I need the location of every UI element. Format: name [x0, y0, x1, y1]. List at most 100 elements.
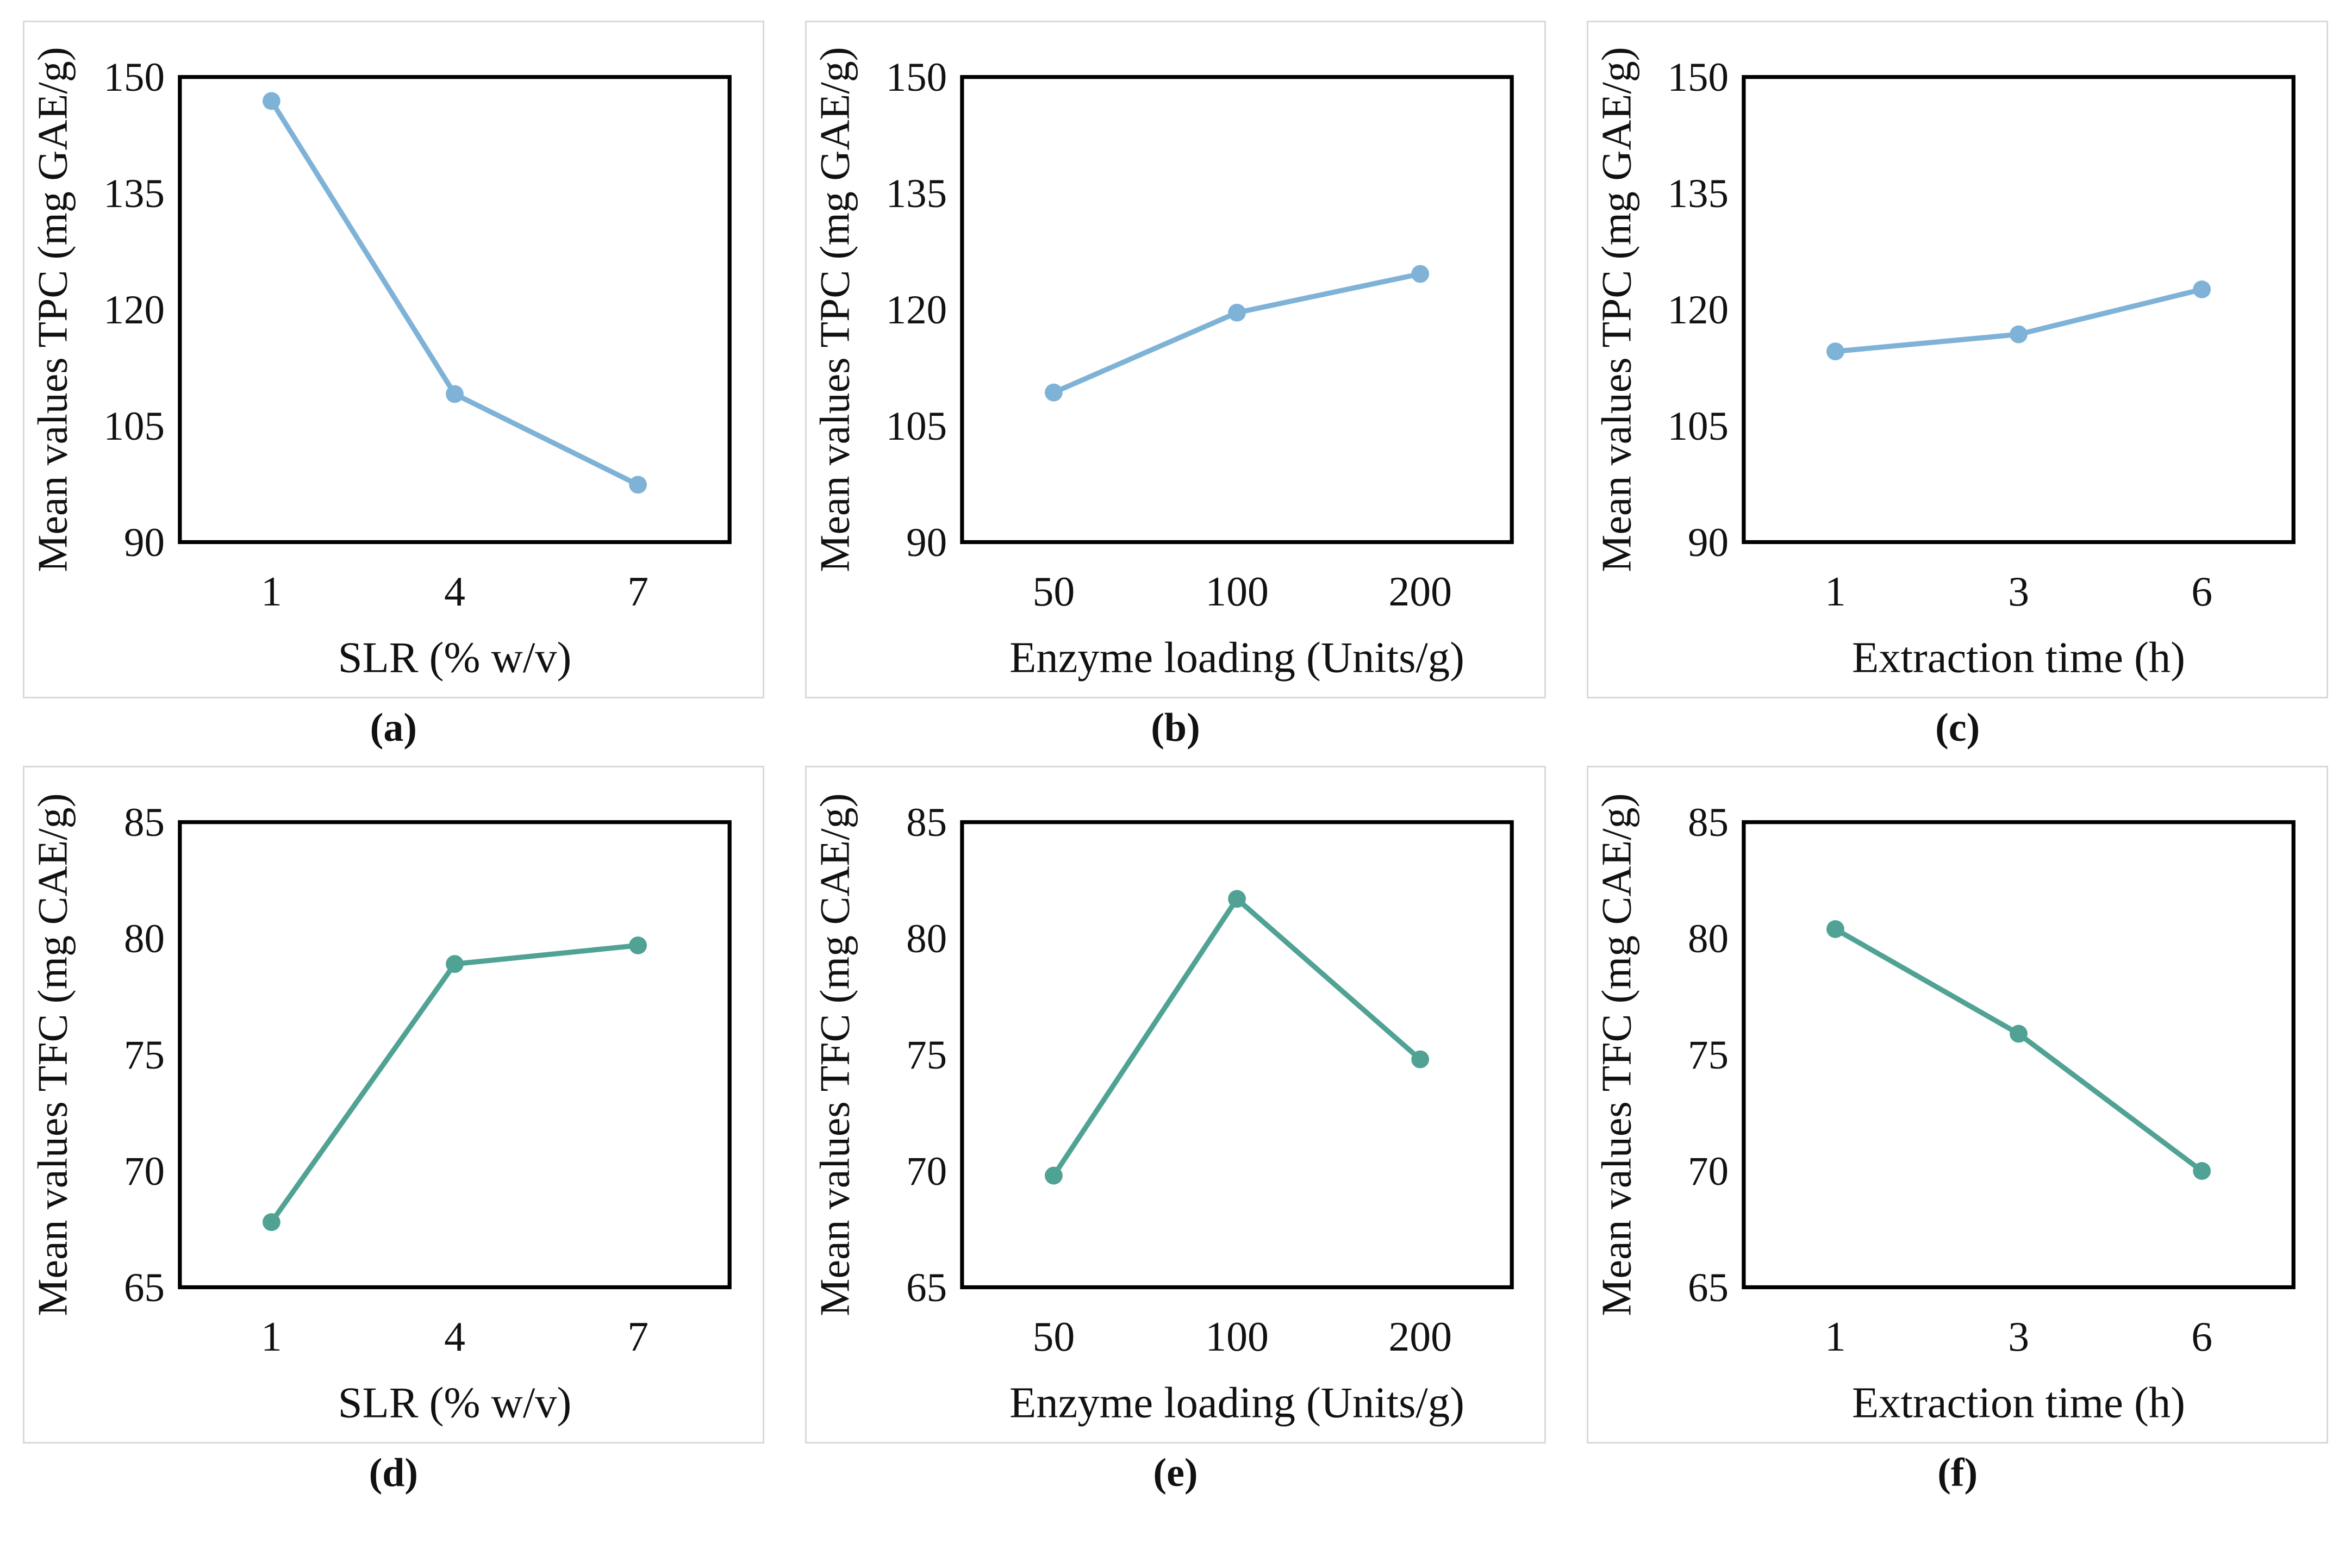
- x-tick-label: 50: [1032, 568, 1075, 615]
- x-tick-label: 3: [2008, 1313, 2029, 1360]
- y-axis-title: Mean values TFC (mg CAE/g): [1593, 793, 1640, 1316]
- panel-caption: (f): [1937, 1450, 1978, 1495]
- y-tick-label: 80: [906, 916, 947, 961]
- plot-box: [1742, 75, 2296, 545]
- y-tick-label: 105: [104, 404, 165, 449]
- data-point-marker: [1826, 920, 1845, 938]
- x-tick-label: 100: [1205, 568, 1269, 615]
- data-point-marker: [2010, 1024, 2028, 1043]
- x-tick-label: 1: [261, 1313, 282, 1360]
- data-point-marker: [1411, 265, 1429, 283]
- y-tick-label: 135: [1668, 171, 1729, 216]
- data-point-marker: [1044, 1166, 1063, 1185]
- y-tick-label: 120: [1668, 288, 1729, 333]
- y-tick-label: 150: [885, 55, 947, 100]
- y-axis-title: Mean values TPC (mg GAE/g): [1593, 47, 1640, 572]
- x-tick-label: 6: [2192, 1313, 2213, 1360]
- chart-panel: 90 105 120 135 150 50 100 200 Enzyme loading (Un…: [805, 21, 1546, 699]
- x-axis-title: SLR (% w/v): [338, 1378, 572, 1427]
- chart-panel: 90 105 120 135 150 1 4 7 SLR (% w/v) Mean values …: [23, 21, 764, 699]
- y-axis-title: Mean values TFC (mg CAE/g): [29, 793, 76, 1316]
- y-tick-label: 105: [885, 404, 947, 449]
- data-point-marker: [1227, 890, 1246, 908]
- x-axis-title: Enzyme loading (Units/g): [1009, 633, 1464, 682]
- chart-panel-cell: 65 70 75 80 85 1 3 6 Extraction time (h) Mean val…: [1587, 765, 2328, 1496]
- data-point-marker: [1044, 383, 1063, 402]
- x-axis-title: Extraction time (h): [1852, 1378, 2185, 1427]
- panel-caption: (b): [1151, 705, 1200, 751]
- x-axis-title: Extraction time (h): [1852, 633, 2185, 682]
- y-axis-title: Mean values TPC (mg GAE/g): [811, 47, 858, 572]
- series-line: [269, 942, 641, 1225]
- y-tick-label: 70: [1688, 1149, 1729, 1194]
- y-tick-label: 90: [906, 520, 947, 565]
- data-point-marker: [629, 936, 647, 954]
- x-axis-title: Enzyme loading (Units/g): [1009, 1378, 1464, 1427]
- plot-box: [959, 75, 1514, 545]
- chart-panel: 65 70 75 80 85 1 3 6 Extraction time (h) Mean val…: [1587, 765, 2328, 1444]
- y-tick-label: 105: [1668, 404, 1729, 449]
- x-tick-label: 1: [1825, 1313, 1846, 1360]
- series-line: [269, 98, 641, 488]
- panel-caption: (e): [1153, 1450, 1198, 1495]
- y-tick-label: 75: [124, 1033, 165, 1078]
- x-tick-label: 1: [1825, 568, 1846, 615]
- data-point-marker: [2010, 325, 2028, 343]
- y-tick-label: 135: [104, 171, 165, 216]
- y-tick-label: 70: [124, 1149, 165, 1194]
- y-tick-label: 80: [1688, 916, 1729, 961]
- chart-svg: 65 70 75 80 85 50 100 200 Enzyme loading (Units/…: [811, 793, 1514, 1427]
- plot-box: [1742, 820, 2296, 1289]
- data-point-marker: [446, 954, 464, 973]
- x-tick-label: 100: [1205, 1313, 1269, 1360]
- x-tick-label: 50: [1032, 1313, 1075, 1360]
- chart-svg: 90 105 120 135 150 1 4 7 SLR (% w/v) Mean values …: [29, 47, 732, 682]
- chart-panel-cell: 90 105 120 135 150 1 4 7 SLR (% w/v) Mean values …: [23, 21, 764, 751]
- y-tick-label: 150: [1668, 55, 1729, 100]
- x-tick-label: 7: [627, 1313, 648, 1360]
- x-tick-label: 6: [2192, 568, 2213, 615]
- plot-box: [178, 75, 732, 545]
- chart-panel-cell: 65 70 75 80 85 1 4 7 SLR (% w/v) Mean values TFC …: [23, 765, 764, 1496]
- y-tick-label: 120: [104, 288, 165, 333]
- chart-panel: 90 105 120 135 150 1 3 6 Extraction time (h) Mean…: [1587, 21, 2328, 699]
- y-tick-label: 85: [124, 800, 165, 845]
- data-point-marker: [629, 476, 647, 494]
- y-tick-label: 80: [124, 916, 165, 961]
- x-tick-label: 200: [1388, 568, 1452, 615]
- y-tick-label: 75: [1688, 1033, 1729, 1078]
- data-point-marker: [2193, 1161, 2211, 1180]
- x-tick-label: 4: [444, 1313, 465, 1360]
- x-tick-label: 1: [261, 568, 282, 615]
- y-axis-title: Mean values TFC (mg CAE/g): [811, 793, 858, 1316]
- plot-box: [959, 820, 1514, 1289]
- y-tick-label: 75: [906, 1033, 947, 1078]
- data-point-marker: [446, 385, 464, 403]
- chart-panel-cell: 65 70 75 80 85 50 100 200 Enzyme loading (Units/…: [805, 765, 1546, 1496]
- y-tick-label: 120: [885, 288, 947, 333]
- chart-panel: 65 70 75 80 85 1 4 7 SLR (% w/v) Mean values TFC …: [23, 765, 764, 1444]
- series-line: [1051, 271, 1423, 395]
- panel-caption: (d): [369, 1450, 419, 1495]
- data-point-marker: [2193, 280, 2211, 298]
- x-tick-label: 200: [1388, 1313, 1452, 1360]
- chart-panel-cell: 90 105 120 135 150 50 100 200 Enzyme loading (Un…: [805, 21, 1546, 751]
- chart-panel: 65 70 75 80 85 50 100 200 Enzyme loading (Units/…: [805, 765, 1546, 1444]
- data-point-marker: [1227, 303, 1246, 322]
- y-tick-label: 135: [885, 171, 947, 216]
- data-point-marker: [1826, 342, 1845, 360]
- x-tick-label: 4: [444, 568, 465, 615]
- data-point-marker: [263, 1213, 280, 1231]
- y-tick-label: 150: [104, 55, 165, 100]
- y-tick-label: 90: [124, 520, 165, 565]
- y-tick-label: 65: [906, 1265, 947, 1310]
- x-tick-label: 7: [627, 568, 648, 615]
- x-tick-label: 3: [2008, 568, 2029, 615]
- data-point-marker: [263, 92, 280, 110]
- y-tick-label: 65: [124, 1265, 165, 1310]
- y-tick-label: 85: [1688, 800, 1729, 845]
- plot-box: [178, 820, 732, 1289]
- series-line: [1051, 896, 1423, 1178]
- panel-caption: (a): [370, 705, 417, 751]
